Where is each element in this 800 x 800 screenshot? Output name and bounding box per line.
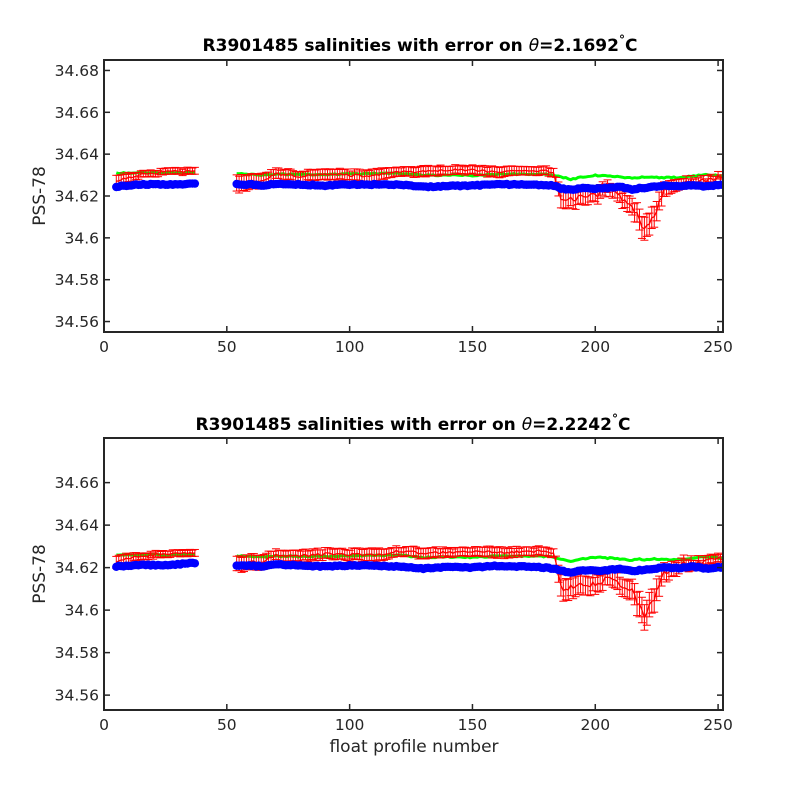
chart-top-error-bar [190,166,199,175]
chart-bottom-x-tick-label: 100 [335,716,365,734]
chart-bottom-y-tick-label: 34.6 [64,602,99,620]
chart-bottom-plot-area [112,545,723,631]
chart-bottom-xlabel: float profile number [329,737,498,757]
chart-top-x-tick-label: 150 [458,338,488,356]
chart-bottom-measured-point [190,559,200,568]
chart-bottom-y-tick-label: 34.64 [55,517,99,535]
chart-top-measured-point [190,179,200,188]
chart-bottom-calibrated-line [236,549,723,620]
chart-bottom-axes: 0 50 100 150 200 250 34.56 34.58 34.6 34.62 34.64 3… [55,437,733,734]
chart-top-y-tick-label: 34.6 [64,229,99,247]
chart-top-x-tick-label: 50 [217,338,237,356]
chart-bottom-x-tick-label: 200 [580,716,610,734]
chart-bottom-x-tick-label: 0 [99,716,109,734]
chart-bottom: R3901485 salinities with error on θ=2.22… [30,412,733,757]
chart-bottom-y-tick-label: 34.62 [55,559,99,577]
chart-bottom-y-tick-label: 34.58 [55,644,99,662]
chart-bottom-error-bar [190,548,199,557]
chart-top-measured-point [718,180,723,190]
chart-bottom-x-tick-label: 150 [458,716,488,734]
chart-top: R3901485 salinities with error on θ=2.16… [30,33,733,356]
chart-top-calibrated-line [236,168,723,230]
chart-top-ylabel: PSS-78 [30,166,50,226]
chart-bottom-y-tick-label: 34.56 [55,687,99,705]
chart-bottom-calibrated-line [115,551,195,563]
chart-top-y-tick-label: 34.68 [55,62,99,80]
chart-top-x-tick-label: 200 [580,338,610,356]
chart-top-axes: 0 50 100 150 200 250 34.56 34.58 34.6 34.62 34.64 3… [55,59,733,356]
chart-top-y-tick-label: 34.56 [55,313,99,331]
chart-top-plot-area [112,164,723,241]
chart-bottom-axes-box [103,437,724,711]
chart-top-y-tick-label: 34.58 [55,271,99,289]
chart-bottom-x-tick-label: 250 [703,716,733,734]
chart-bottom-x-tick-label: 50 [217,716,237,734]
chart-bottom-title: R3901485 salinities with error on θ=2.22… [196,412,631,435]
chart-bottom-ylabel: PSS-78 [30,544,50,604]
chart-top-y-tick-label: 34.66 [55,104,99,122]
chart-top-x-tick-label: 250 [703,338,733,356]
chart-bottom-y-tick-label: 34.66 [55,474,99,492]
chart-top-y-tick-label: 34.64 [55,146,99,164]
chart-top-calibrated-line [116,169,195,182]
chart-top-x-tick-label: 0 [99,338,109,356]
chart-top-x-tick-label: 100 [335,338,365,356]
chart-top-title: R3901485 salinities with error on θ=2.16… [203,33,638,56]
chart-top-y-tick-label: 34.62 [55,188,99,206]
